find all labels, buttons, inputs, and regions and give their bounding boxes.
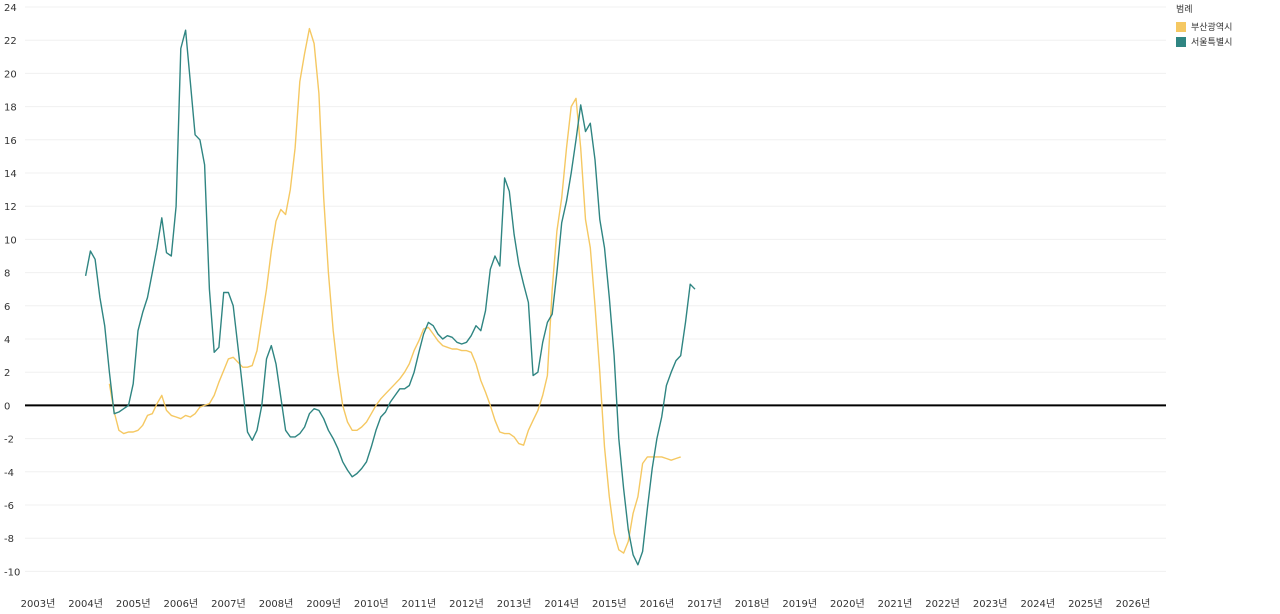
x-tick-label: 2020년 bbox=[830, 598, 865, 610]
x-tick-label: 2021년 bbox=[878, 598, 913, 610]
x-tick-label: 2017년 bbox=[687, 598, 722, 610]
series-line-seoul bbox=[84, 29, 696, 566]
x-axis: 2003년 2004년 2005년 2006년 2007년 2008년 2009년 2010년… bbox=[21, 598, 1151, 610]
legend-item-seoul[interactable]: 서울특별시 bbox=[1176, 34, 1232, 49]
legend-swatch-seoul bbox=[1176, 36, 1186, 47]
y-tick-label: 2 bbox=[4, 368, 10, 379]
y-tick-label: -10 bbox=[4, 567, 20, 578]
x-tick-label: 2026년 bbox=[1116, 598, 1151, 610]
x-tick-label: 2012년 bbox=[449, 598, 484, 610]
y-tick-label: -2 bbox=[4, 435, 14, 446]
legend: 범례 부산광역시 서울특별시 bbox=[1176, 2, 1232, 49]
legend-label-seoul: 서울특별시 bbox=[1191, 38, 1233, 48]
legend-swatch-busan bbox=[1176, 21, 1186, 32]
y-tick-label: -6 bbox=[4, 501, 14, 512]
x-tick-label: 2022년 bbox=[925, 598, 960, 610]
y-tick-label: 24 bbox=[4, 3, 17, 14]
x-tick-label: 2008년 bbox=[259, 598, 294, 610]
x-tick-label: 2025년 bbox=[1068, 598, 1103, 610]
series-line-busan bbox=[108, 27, 681, 554]
x-tick-label: 2019년 bbox=[782, 598, 817, 610]
series-lines bbox=[84, 27, 696, 566]
x-tick-label: 2015년 bbox=[592, 598, 627, 610]
y-tick-label: 10 bbox=[4, 235, 17, 246]
legend-label-busan: 부산광역시 bbox=[1191, 23, 1233, 33]
x-tick-label: 2004년 bbox=[68, 598, 103, 610]
x-tick-label: 2023년 bbox=[973, 598, 1008, 610]
y-tick-label: 18 bbox=[4, 103, 17, 114]
legend-item-busan[interactable]: 부산광역시 bbox=[1176, 19, 1232, 34]
x-tick-label: 2024년 bbox=[1020, 598, 1055, 610]
gridlines bbox=[25, 6, 1166, 572]
y-tick-label: -4 bbox=[4, 468, 14, 479]
y-tick-label: 8 bbox=[4, 269, 10, 280]
y-tick-label: -8 bbox=[4, 534, 14, 545]
x-tick-label: 2007년 bbox=[211, 598, 246, 610]
y-tick-label: 20 bbox=[4, 69, 17, 80]
legend-title: 범례 bbox=[1176, 5, 1193, 15]
x-tick-label: 2013년 bbox=[497, 598, 532, 610]
y-tick-label: 6 bbox=[4, 302, 10, 313]
x-tick-label: 2018년 bbox=[735, 598, 770, 610]
y-tick-label: 4 bbox=[4, 335, 10, 346]
x-tick-label: 2009년 bbox=[306, 598, 341, 610]
y-tick-label: 0 bbox=[4, 401, 10, 412]
y-tick-label: 16 bbox=[4, 136, 17, 147]
y-tick-label: 12 bbox=[4, 202, 17, 213]
x-tick-label: 2014년 bbox=[544, 598, 579, 610]
y-tick-label: 22 bbox=[4, 36, 17, 47]
x-tick-label: 2006년 bbox=[163, 598, 198, 610]
x-tick-label: 2010년 bbox=[354, 598, 389, 610]
x-tick-label: 2003년 bbox=[21, 598, 56, 610]
y-tick-label: 14 bbox=[4, 169, 17, 180]
x-tick-label: 2005년 bbox=[116, 598, 151, 610]
x-tick-label: 2016년 bbox=[640, 598, 675, 610]
x-tick-label: 2011년 bbox=[402, 598, 437, 610]
